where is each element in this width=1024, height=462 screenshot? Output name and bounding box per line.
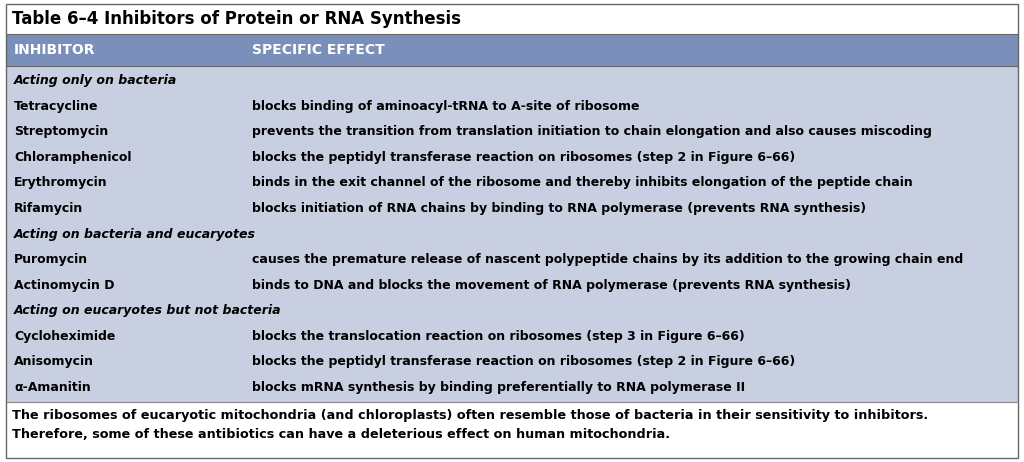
- Text: INHIBITOR: INHIBITOR: [14, 43, 95, 57]
- Text: blocks mRNA synthesis by binding preferentially to RNA polymerase II: blocks mRNA synthesis by binding prefere…: [252, 381, 744, 394]
- Text: binds to DNA and blocks the movement of RNA polymerase (prevents RNA synthesis): binds to DNA and blocks the movement of …: [252, 279, 851, 292]
- Bar: [6, 4, 1018, 34]
- Bar: [6, 66, 1018, 402]
- Text: Acting on bacteria and eucaryotes: Acting on bacteria and eucaryotes: [14, 227, 256, 241]
- Text: blocks the peptidyl transferase reaction on ribosomes (step 2 in Figure 6–66): blocks the peptidyl transferase reaction…: [252, 355, 795, 368]
- Text: Therefore, some of these antibiotics can have a deleterious effect on human mito: Therefore, some of these antibiotics can…: [12, 427, 670, 440]
- Text: blocks initiation of RNA chains by binding to RNA polymerase (prevents RNA synth: blocks initiation of RNA chains by bindi…: [252, 202, 866, 215]
- Text: blocks binding of aminoacyl-tRNA to A-site of ribosome: blocks binding of aminoacyl-tRNA to A-si…: [252, 100, 639, 113]
- Text: Puromycin: Puromycin: [14, 253, 88, 266]
- Text: Anisomycin: Anisomycin: [14, 355, 94, 368]
- Bar: [6, 402, 1018, 458]
- Text: blocks the translocation reaction on ribosomes (step 3 in Figure 6–66): blocks the translocation reaction on rib…: [252, 330, 744, 343]
- Text: Streptomycin: Streptomycin: [14, 125, 109, 138]
- Text: Tetracycline: Tetracycline: [14, 100, 98, 113]
- Text: causes the premature release of nascent polypeptide chains by its addition to th: causes the premature release of nascent …: [252, 253, 963, 266]
- Text: Acting on eucaryotes but not bacteria: Acting on eucaryotes but not bacteria: [14, 304, 282, 317]
- Text: SPECIFIC EFFECT: SPECIFIC EFFECT: [252, 43, 385, 57]
- Bar: [6, 34, 1018, 66]
- Text: Rifamycin: Rifamycin: [14, 202, 83, 215]
- Text: blocks the peptidyl transferase reaction on ribosomes (step 2 in Figure 6–66): blocks the peptidyl transferase reaction…: [252, 151, 795, 164]
- Text: Actinomycin D: Actinomycin D: [14, 279, 115, 292]
- Text: α-Amanitin: α-Amanitin: [14, 381, 91, 394]
- Text: The ribosomes of eucaryotic mitochondria (and chloroplasts) often resemble those: The ribosomes of eucaryotic mitochondria…: [12, 409, 928, 423]
- Text: prevents the transition from translation initiation to chain elongation and also: prevents the transition from translation…: [252, 125, 932, 138]
- Text: Chloramphenicol: Chloramphenicol: [14, 151, 131, 164]
- Text: binds in the exit channel of the ribosome and thereby inhibits elongation of the: binds in the exit channel of the ribosom…: [252, 176, 912, 189]
- Text: Acting only on bacteria: Acting only on bacteria: [14, 74, 177, 87]
- Text: Cycloheximide: Cycloheximide: [14, 330, 116, 343]
- Text: Table 6–4 Inhibitors of Protein or RNA Synthesis: Table 6–4 Inhibitors of Protein or RNA S…: [12, 10, 461, 28]
- Text: Erythromycin: Erythromycin: [14, 176, 108, 189]
